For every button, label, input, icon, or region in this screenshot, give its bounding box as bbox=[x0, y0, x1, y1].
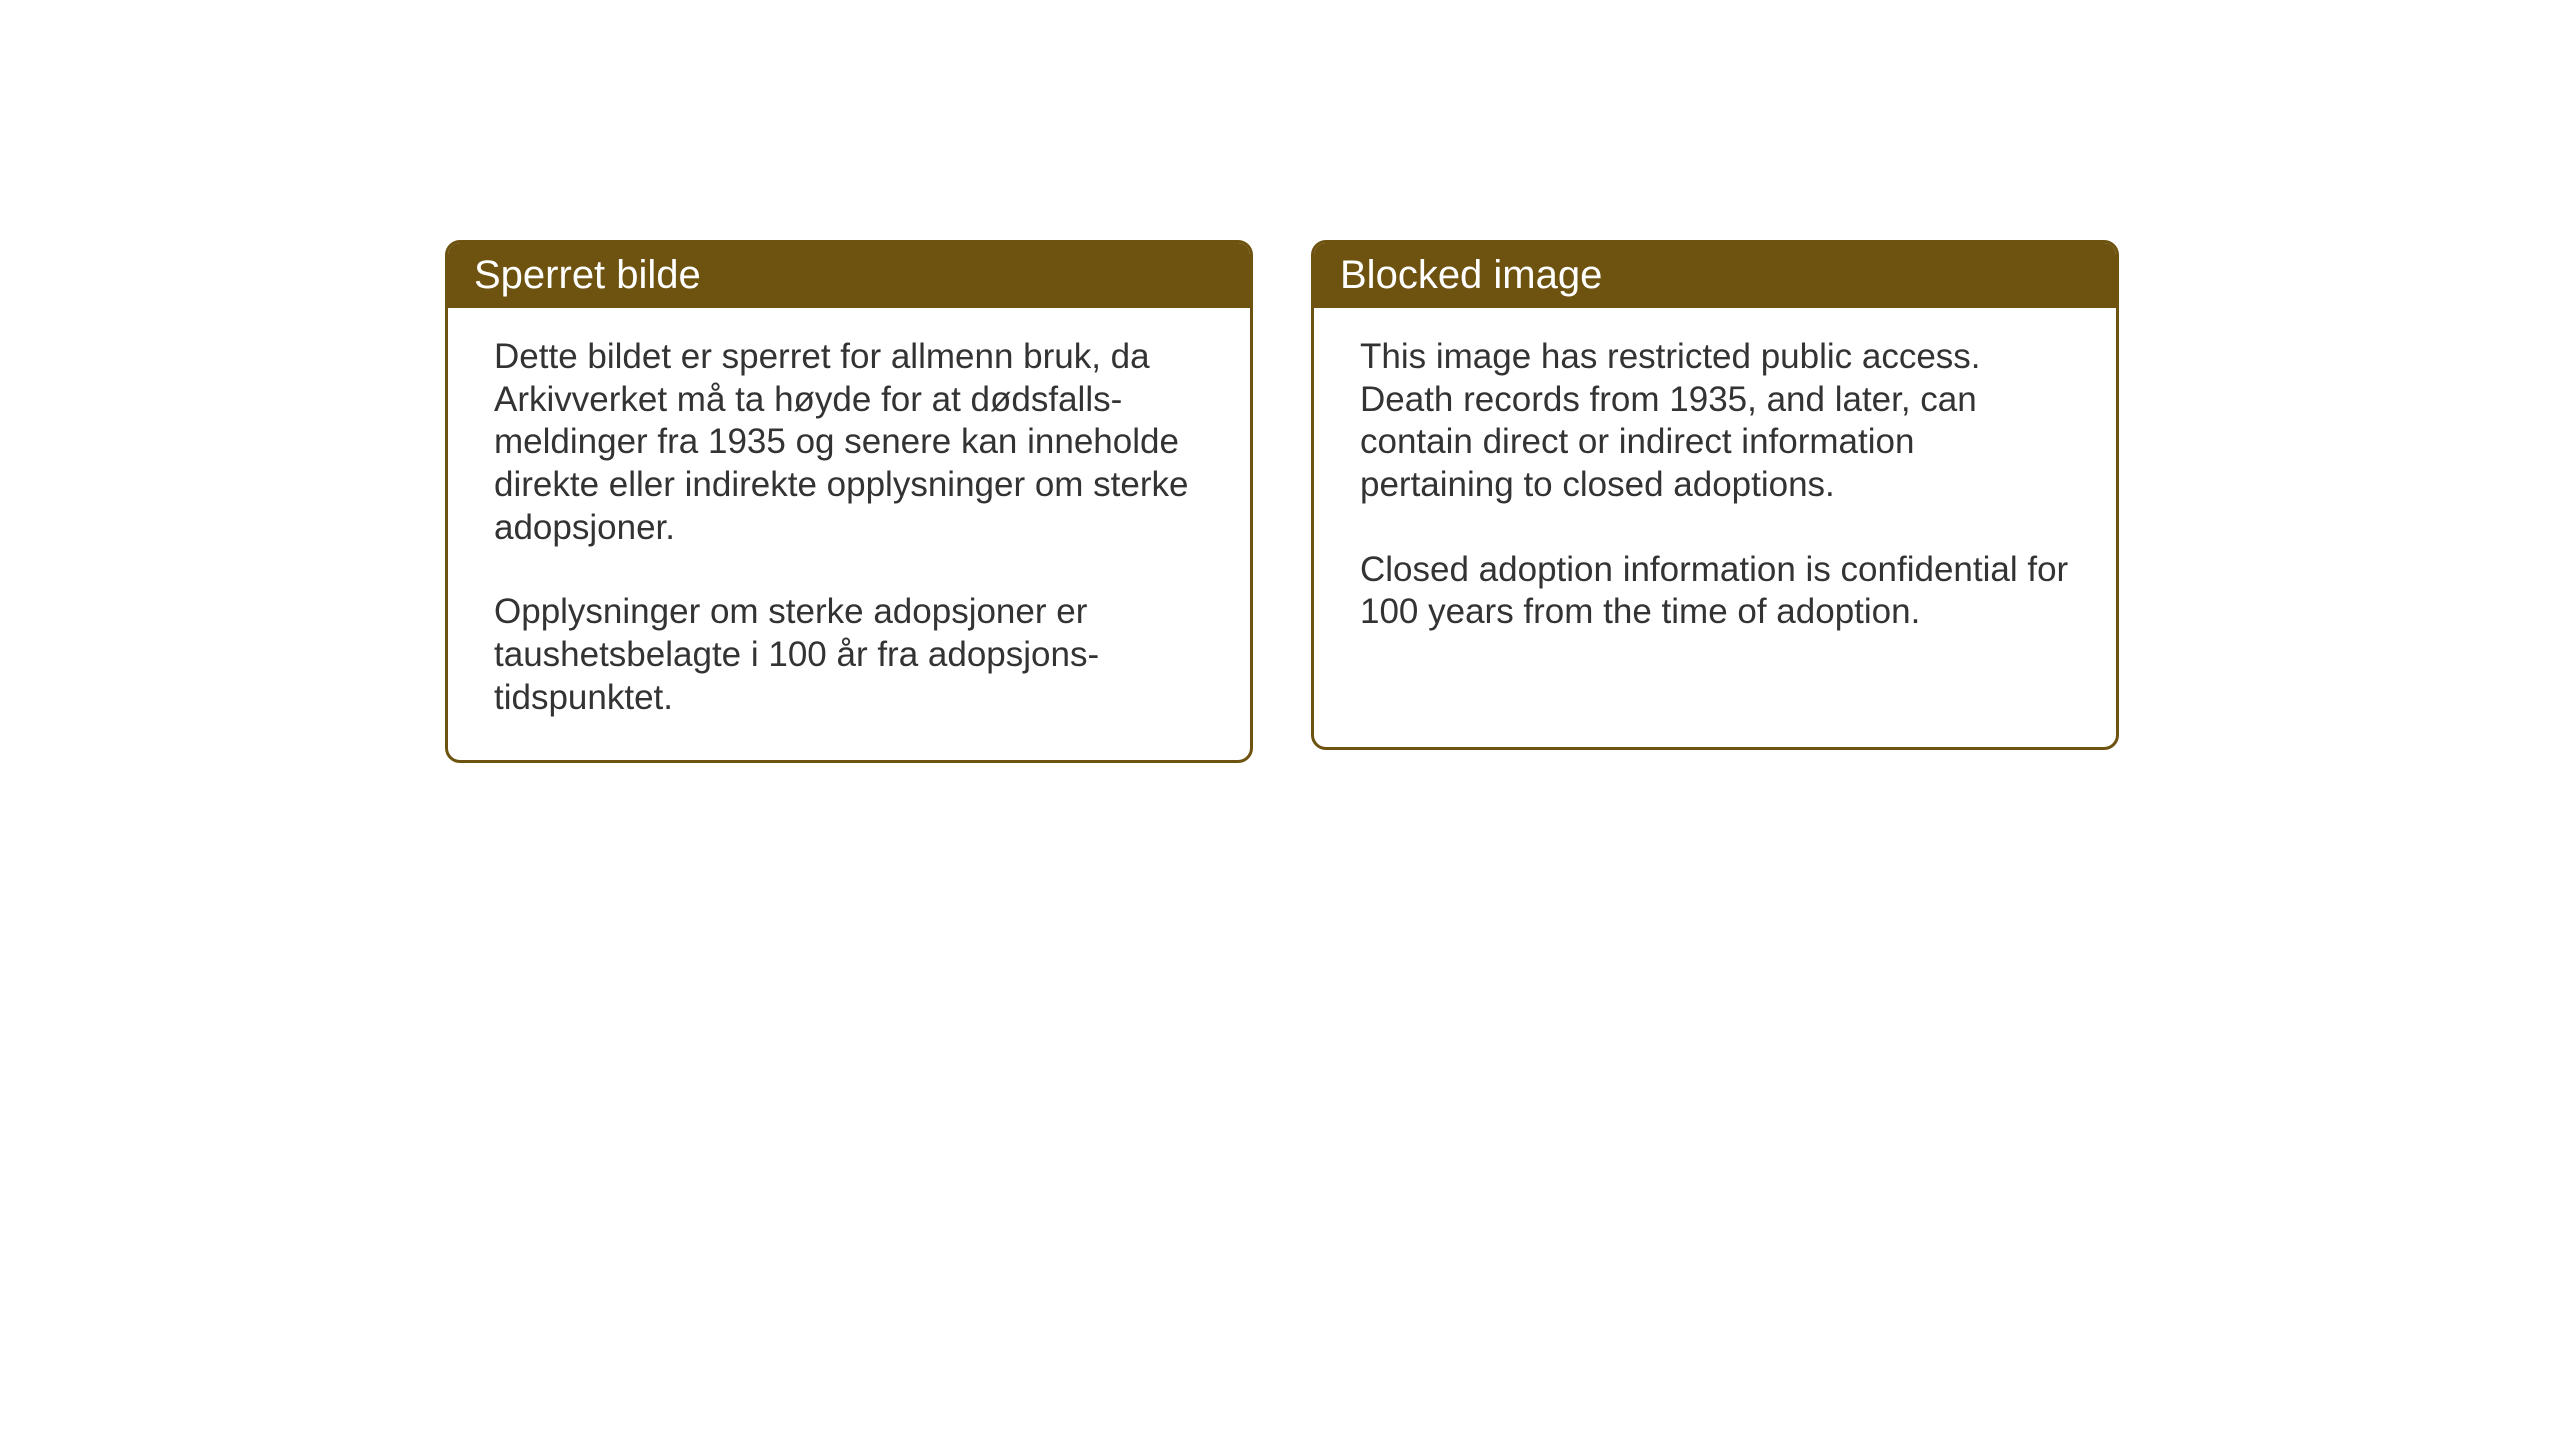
notice-english: Blocked image This image has restricted … bbox=[1311, 240, 2119, 750]
notice-norwegian-title: Sperret bilde bbox=[448, 243, 1250, 308]
notice-english-body: This image has restricted public access.… bbox=[1314, 308, 2116, 674]
notice-norwegian: Sperret bilde Dette bildet er sperret fo… bbox=[445, 240, 1253, 763]
notice-norwegian-paragraph-2: Opplysninger om sterke adopsjoner er tau… bbox=[494, 591, 1204, 719]
notice-norwegian-body: Dette bildet er sperret for allmenn bruk… bbox=[448, 308, 1250, 760]
notice-english-title: Blocked image bbox=[1314, 243, 2116, 308]
notice-english-paragraph-1: This image has restricted public access.… bbox=[1360, 336, 2070, 507]
notices-container: Sperret bilde Dette bildet er sperret fo… bbox=[445, 240, 2119, 763]
notice-norwegian-paragraph-1: Dette bildet er sperret for allmenn bruk… bbox=[494, 336, 1204, 549]
notice-english-paragraph-2: Closed adoption information is confident… bbox=[1360, 549, 2070, 634]
